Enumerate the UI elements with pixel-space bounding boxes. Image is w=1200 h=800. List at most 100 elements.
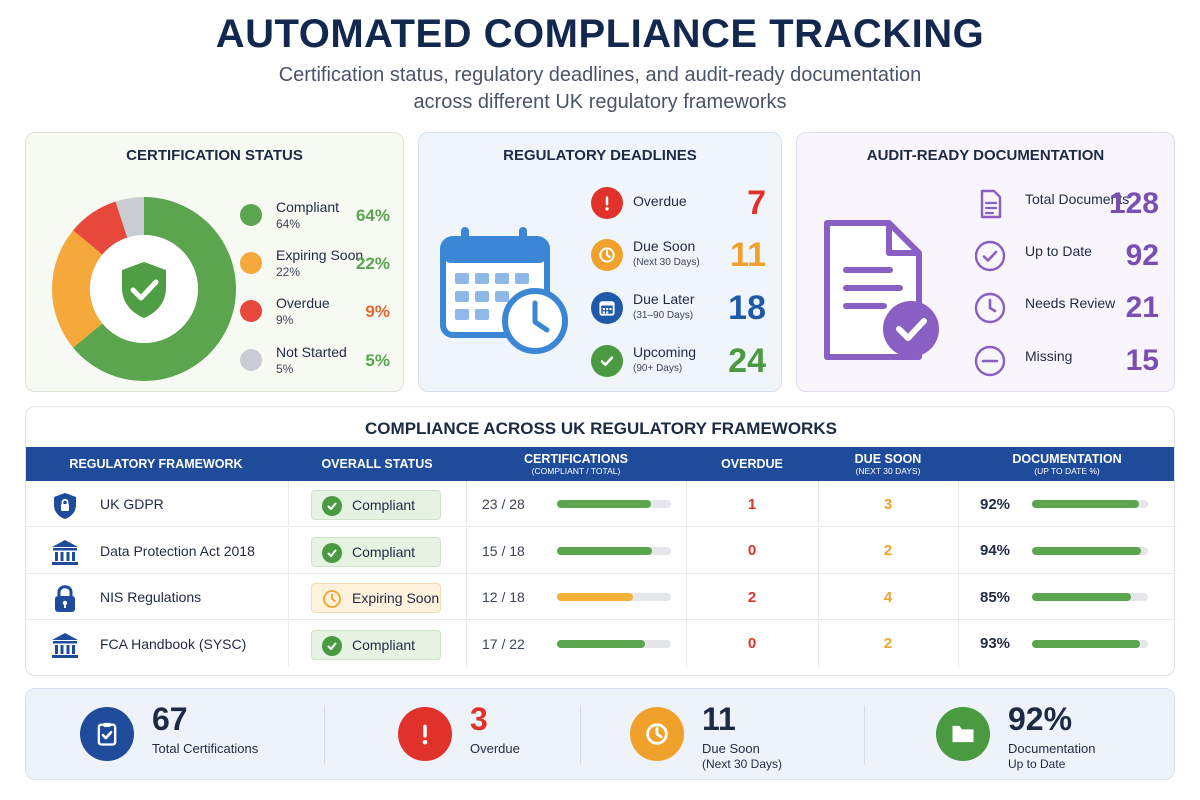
legend-percent: 9%: [365, 302, 390, 321]
column-header-certifications: CERTIFICATIONS (COMPLIANT / TOTAL): [524, 452, 628, 476]
certification-progress-bar: [557, 546, 671, 555]
certification-progress-bar: [557, 500, 671, 508]
column-divider: [466, 527, 467, 574]
clock-icon: [322, 589, 342, 609]
legend-item: Compliant 64% 64%: [240, 199, 390, 237]
column-divider: [818, 527, 819, 574]
documentation-progress-fill: [1032, 639, 1140, 648]
clock-icon: [630, 707, 684, 761]
legend-color-dot: [240, 204, 262, 226]
column-header-due-soon: DUE SOON (NEXT 30 DAYS): [854, 452, 922, 476]
status-label: Compliant: [352, 497, 416, 513]
calendar-clock-icon: [440, 227, 568, 354]
audit-item: Needs Review 21: [973, 289, 1159, 333]
status-badge: Compliant: [311, 490, 441, 520]
certification-progress-fill: [557, 639, 646, 648]
column-divider: [466, 481, 467, 527]
legend-percent: 22%: [355, 254, 390, 273]
summary-sublabel: Up to Date: [1008, 757, 1066, 771]
deadline-sublabel: (31–90 Days): [633, 310, 694, 321]
column-divider: [686, 574, 687, 620]
shield-check-icon: [122, 262, 166, 318]
certification-status-card: CERTIFICATION STATUS Compliant 64% 64% Expi…: [25, 132, 404, 392]
column-header-status: OVERALL STATUS: [321, 457, 433, 471]
due-soon-count: 3: [883, 495, 893, 513]
summary-divider: [864, 705, 865, 765]
certification-progress-fill: [557, 593, 634, 601]
audit-documentation-card: AUDIT-READY DOCUMENTATION Total Document…: [796, 132, 1175, 392]
certification-progress-fill: [557, 546, 652, 555]
deadline-count: 11: [730, 236, 766, 274]
summary-value: 67: [152, 701, 188, 737]
documentation-progress-fill: [1032, 546, 1142, 555]
column-divider: [466, 620, 467, 667]
audit-label: Needs Review: [1025, 295, 1116, 311]
summary-divider: [324, 705, 325, 765]
deadline-item: Upcoming (90+ Days) 24: [591, 341, 766, 385]
column-divider: [958, 481, 959, 527]
folder-check-icon: [936, 707, 990, 761]
column-divider: [686, 527, 687, 574]
legend-percent: 64%: [355, 206, 390, 225]
column-header-overdue: OVERDUE: [721, 457, 783, 471]
clock-icon: [973, 291, 1007, 325]
summary-label: Documentation: [1008, 741, 1096, 756]
documentation-progress-bar: [1032, 500, 1148, 508]
deadline-sublabel: (90+ Days): [633, 363, 683, 374]
subtitle-line-1: Certification status, regulatory deadlin…: [278, 64, 922, 86]
column-divider: [686, 620, 687, 667]
documentation-progress-bar: [1032, 593, 1148, 601]
donut-segment-not-started: [115, 197, 144, 238]
audit-label: Total Documents: [1025, 191, 1130, 207]
documentation-progress-bar: [1032, 639, 1148, 648]
certification-donut-chart: [51, 197, 236, 381]
legend-sub-percent: 64%: [276, 217, 301, 231]
legend-sub-percent: 22%: [276, 265, 301, 279]
column-divider: [958, 620, 959, 667]
framework-name: FCA Handbook (SYSC): [100, 635, 247, 652]
deadline-item: Due Later (31–90 Days) 18: [591, 288, 766, 332]
deadline-count: 24: [728, 342, 766, 380]
framework-name: Data Protection Act 2018: [100, 542, 255, 559]
documentation-progress-fill: [1032, 593, 1131, 601]
legend-item: Expiring Soon 22% 22%: [240, 247, 390, 285]
status-badge: Compliant: [311, 536, 441, 567]
due-soon-count: 2: [883, 635, 893, 652]
page-subtitle: Certification status, regulatory deadlin…: [0, 62, 1200, 116]
summary-item: 92% Documentation Up to Date: [936, 689, 1166, 781]
audit-item: Missing 15: [973, 342, 1159, 386]
bank-icon: [50, 631, 80, 666]
check-circle-icon: [591, 345, 623, 377]
minus-circle-icon: [973, 344, 1007, 378]
table-row: NIS Regulations Expiring Soon 12 / 18 2 4 85%: [26, 574, 1174, 620]
overdue-count: 0: [747, 542, 757, 559]
regulatory-deadlines-title: REGULATORY DEADLINES: [503, 147, 697, 164]
audit-count: 92: [1125, 239, 1159, 272]
legend-color-dot: [240, 349, 262, 371]
check-circle-icon: [322, 496, 342, 516]
certification-progress-bar: [557, 639, 671, 648]
shield-lock-icon: [50, 491, 80, 526]
framework-name: NIS Regulations: [100, 589, 202, 605]
audit-documentation-title: AUDIT-READY DOCUMENTATION: [866, 147, 1105, 164]
column-divider: [818, 574, 819, 620]
audit-count: 128: [1108, 187, 1159, 220]
frameworks-table-title: COMPLIANCE ACROSS UK REGULATORY FRAMEWOR…: [365, 419, 837, 438]
exclamation-icon: [591, 187, 623, 219]
column-divider: [288, 574, 289, 620]
documentation-percent: 94%: [980, 542, 1011, 559]
certification-progress-fill: [557, 500, 651, 508]
legend-color-dot: [240, 300, 262, 322]
calendar-icon: [591, 292, 623, 324]
documentation-percent: 85%: [980, 588, 1011, 606]
audit-label: Missing: [1025, 348, 1073, 364]
donut-segment-overdue: [73, 201, 128, 255]
table-row: Data Protection Act 2018 Compliant 15 / 18…: [26, 527, 1174, 574]
legend-label: Compliant: [276, 199, 340, 215]
status-label: Compliant: [352, 636, 416, 653]
status-label: Expiring Soon: [352, 590, 440, 606]
legend-label: Not Started: [276, 344, 347, 360]
certification-count: 23 / 28: [482, 496, 525, 512]
documentation-percent: 92%: [980, 495, 1011, 513]
legend-sub-percent: 9%: [276, 313, 294, 327]
